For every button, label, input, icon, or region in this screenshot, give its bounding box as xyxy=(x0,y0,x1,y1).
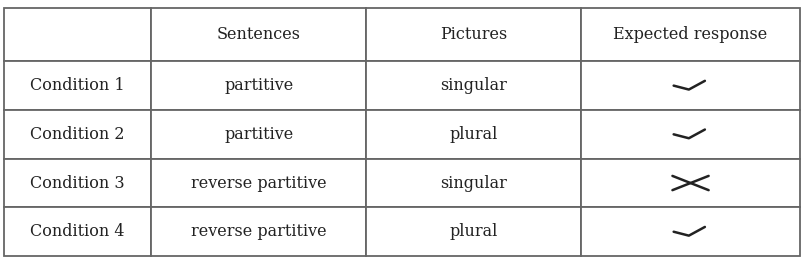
Bar xyxy=(151,159,365,208)
Text: singular: singular xyxy=(440,77,507,94)
Text: reverse partitive: reverse partitive xyxy=(190,175,326,191)
Text: partitive: partitive xyxy=(224,77,293,94)
Bar xyxy=(581,61,799,110)
Bar xyxy=(365,110,581,159)
Text: singular: singular xyxy=(440,175,507,191)
Bar xyxy=(4,8,151,61)
Bar xyxy=(581,110,799,159)
Bar xyxy=(581,208,799,256)
Bar xyxy=(4,110,151,159)
Text: Expected response: Expected response xyxy=(613,26,767,43)
Bar xyxy=(365,159,581,208)
Bar xyxy=(365,208,581,256)
Text: Condition 4: Condition 4 xyxy=(31,223,124,240)
Text: Pictures: Pictures xyxy=(439,26,507,43)
Bar xyxy=(581,159,799,208)
Text: Condition 1: Condition 1 xyxy=(31,77,124,94)
Text: Condition 3: Condition 3 xyxy=(31,175,124,191)
Bar xyxy=(365,61,581,110)
Text: Sentences: Sentences xyxy=(217,26,300,43)
Text: plural: plural xyxy=(449,223,497,240)
Bar xyxy=(4,208,151,256)
Bar xyxy=(581,8,799,61)
Text: plural: plural xyxy=(449,126,497,143)
Text: reverse partitive: reverse partitive xyxy=(190,223,326,240)
Bar xyxy=(151,208,365,256)
Text: Condition 2: Condition 2 xyxy=(31,126,124,143)
Bar xyxy=(151,61,365,110)
Bar xyxy=(365,8,581,61)
Bar xyxy=(151,110,365,159)
Bar xyxy=(4,159,151,208)
Text: partitive: partitive xyxy=(224,126,293,143)
Bar xyxy=(4,61,151,110)
Bar xyxy=(151,8,365,61)
